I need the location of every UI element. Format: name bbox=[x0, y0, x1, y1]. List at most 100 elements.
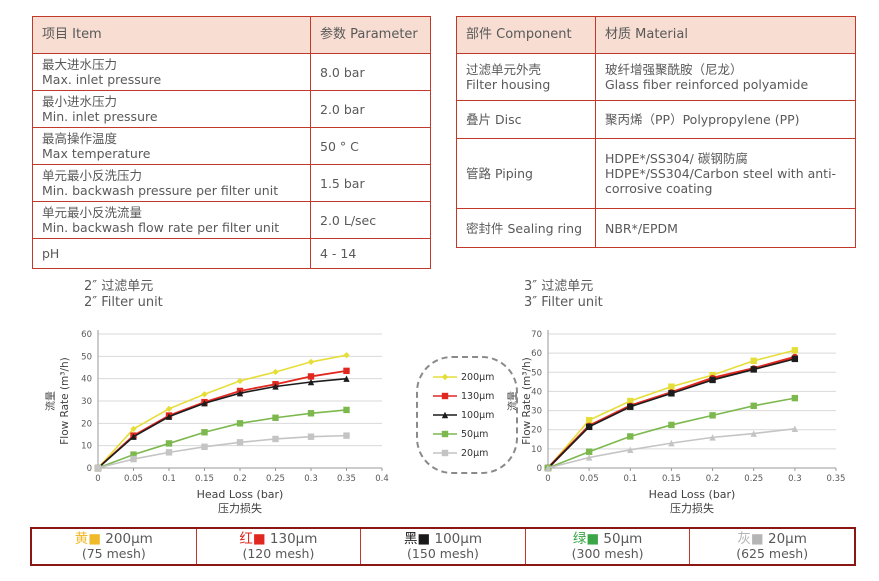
legend-marker-icon bbox=[433, 411, 457, 419]
svg-text:压力损失: 压力损失 bbox=[670, 501, 714, 515]
mesh-count-label: (150 mesh) bbox=[407, 546, 479, 562]
material-material-cell: 聚丙烯（PP）Polypropylene (PP) bbox=[595, 100, 856, 139]
mesh-legend-cell: 灰■ 20μm (625 mesh) bbox=[689, 529, 854, 564]
mesh-count-label: (75 mesh) bbox=[81, 546, 146, 562]
legend-item: 50μm bbox=[432, 425, 516, 444]
legend-item-label: 200μm bbox=[461, 371, 495, 383]
legend-item: 100μm bbox=[432, 406, 516, 425]
legend-item: 200μm bbox=[432, 368, 516, 387]
mesh-legend-cell: 黄■ 200μm (75 mesh) bbox=[32, 529, 196, 564]
material-component-cell: 密封件 Sealing ring bbox=[456, 208, 596, 248]
spec-table-row: 最高操作温度 Max temperature 50 ° C bbox=[32, 127, 431, 165]
mesh-color-swatch: 红■ bbox=[239, 530, 266, 547]
cell-line-zh: 最小进水压力 bbox=[42, 94, 118, 109]
cell-line-en: HDPE*/SS304/Carbon steel with anti-corro… bbox=[605, 166, 837, 196]
svg-text:0.1: 0.1 bbox=[162, 474, 176, 484]
svg-text:0.2: 0.2 bbox=[706, 474, 720, 484]
svg-text:0.05: 0.05 bbox=[580, 474, 599, 484]
svg-text:流量: 流量 bbox=[44, 391, 57, 411]
cell-line-zh: 最大进水压力 bbox=[42, 57, 118, 72]
mesh-color-and-size: 红■ 130μm bbox=[239, 530, 318, 548]
chart-legend: 200μm 130μm 100μm 50μm 20μm bbox=[416, 356, 518, 474]
cell-line-zh: 单元最小反洗流量 bbox=[42, 205, 143, 220]
legend-item-label: 50μm bbox=[461, 428, 489, 440]
material-material-cell: NBR*/EPDM bbox=[595, 208, 856, 248]
material-component-cell: 过滤单元外壳 Filter housing bbox=[456, 53, 596, 101]
svg-text:0: 0 bbox=[537, 464, 542, 474]
mesh-color-and-size: 黄■ 200μm bbox=[75, 530, 153, 548]
legend-marker-icon bbox=[433, 392, 457, 400]
material-table: 部件 Component 材质 Material 过滤单元外壳 Filter ho… bbox=[456, 16, 856, 248]
svg-text:Head Loss (bar): Head Loss (bar) bbox=[649, 488, 736, 501]
legend-item: 20μm bbox=[432, 444, 516, 463]
cell-line-zh: 密封件 Sealing ring bbox=[466, 220, 583, 236]
svg-text:30: 30 bbox=[531, 407, 542, 417]
svg-text:0.05: 0.05 bbox=[124, 474, 143, 484]
cell-line-zh: NBR*/EPDM bbox=[605, 220, 678, 236]
mesh-legend: 黄■ 200μm (75 mesh) 红■ 130μm (120 mesh) 黑■ 10… bbox=[30, 527, 856, 566]
chart-3inch-title-zh: 3″ 过滤单元 bbox=[524, 279, 594, 294]
cell-line-en: Min. inlet pressure bbox=[42, 109, 158, 124]
svg-text:20: 20 bbox=[531, 426, 542, 436]
cell-line-en: Filter housing bbox=[466, 77, 551, 92]
mesh-size-label: 50μm bbox=[599, 530, 643, 547]
spec-table-row: 单元最小反洗流量 Min. backwash flow rate per filt… bbox=[32, 201, 431, 239]
svg-text:30: 30 bbox=[81, 397, 92, 407]
material-material-cell: 玻纤增强聚酰胺（尼龙） Glass fiber reinforced polyam… bbox=[595, 53, 856, 101]
svg-text:40: 40 bbox=[531, 387, 542, 397]
mesh-count-label: (120 mesh) bbox=[242, 546, 315, 562]
mesh-color-and-size: 灰■ 20μm bbox=[737, 530, 806, 548]
svg-text:Head Loss (bar): Head Loss (bar) bbox=[197, 488, 284, 501]
chart-2inch: 0 10 20 30 40 50 60 0 0.05 0.1 0.15 0.2 0.25 0.3 0.35 0… bbox=[44, 330, 389, 515]
spec-table-row: 单元最小反洗压力 Min. backwash pressure per filte… bbox=[32, 164, 431, 202]
cell-line-zh: 叠片 Disc bbox=[466, 112, 522, 127]
spec-item-cell: 最小进水压力 Min. inlet pressure bbox=[32, 90, 311, 128]
cell-line-en: Min. backwash pressure per filter unit bbox=[42, 183, 279, 198]
svg-text:0.15: 0.15 bbox=[195, 474, 214, 484]
cell-line-en: Max temperature bbox=[42, 146, 151, 161]
svg-text:0.3: 0.3 bbox=[304, 474, 318, 484]
legend-marker-icon bbox=[433, 373, 457, 381]
material-material-cell: HDPE*/SS304/ 碳钢防腐 HDPE*/SS304/Carbon stee… bbox=[595, 138, 856, 209]
mesh-size-label: 100μm bbox=[430, 530, 483, 547]
spec-item-cell: pH bbox=[32, 238, 311, 269]
mesh-color-and-size: 黑■ 100μm bbox=[403, 530, 483, 548]
mesh-size-label: 130μm bbox=[265, 530, 318, 547]
material-table-header-material: 材质 Material bbox=[595, 16, 856, 54]
cell-line-en: Max. inlet pressure bbox=[42, 72, 162, 87]
mesh-legend-cell: 绿■ 50μm (300 mesh) bbox=[524, 529, 690, 564]
mesh-color-swatch: 灰■ bbox=[737, 530, 764, 547]
svg-text:40: 40 bbox=[81, 375, 92, 385]
material-component-cell: 管路 Piping bbox=[456, 138, 596, 209]
spec-item-cell: 单元最小反洗压力 Min. backwash pressure per filte… bbox=[32, 164, 311, 202]
cell-line-en: Glass fiber reinforced polyamide bbox=[605, 77, 809, 92]
mesh-legend-cell: 黑■ 100μm (150 mesh) bbox=[360, 529, 525, 564]
spec-value-cell: 2.0 L/sec bbox=[310, 201, 431, 239]
mesh-color-swatch: 绿■ bbox=[572, 530, 600, 547]
chart-3inch: 0 10 20 30 40 50 60 70 0 0.05 0.1 0.15 0.2 0.25 0.3 0.3… bbox=[506, 330, 846, 515]
spec-table: 项目 Item 参数 Parameter 最大进水压力 Max. inlet pr… bbox=[32, 16, 431, 269]
spec-value-cell: 4 - 14 bbox=[310, 238, 431, 269]
material-table-header-row: 部件 Component 材质 Material bbox=[456, 16, 856, 54]
svg-text:0.35: 0.35 bbox=[827, 474, 846, 484]
mesh-color-and-size: 绿■ 50μm bbox=[572, 530, 643, 548]
svg-text:0.3: 0.3 bbox=[788, 474, 802, 484]
svg-text:0: 0 bbox=[87, 464, 92, 474]
svg-text:0.25: 0.25 bbox=[266, 474, 285, 484]
cell-line-zh: 聚丙烯（PP）Polypropylene (PP) bbox=[605, 112, 800, 127]
spec-value-cell: 50 ° C bbox=[310, 127, 431, 165]
legend-item-label: 100μm bbox=[461, 409, 495, 421]
svg-text:10: 10 bbox=[81, 442, 92, 452]
material-component-cell: 叠片 Disc bbox=[456, 100, 596, 139]
mesh-size-label: 200μm bbox=[101, 530, 153, 547]
svg-text:20: 20 bbox=[81, 419, 92, 429]
material-table-row: 叠片 Disc 聚丙烯（PP）Polypropylene (PP) bbox=[456, 100, 856, 139]
svg-text:0.15: 0.15 bbox=[662, 474, 681, 484]
svg-text:50: 50 bbox=[531, 368, 542, 378]
svg-text:10: 10 bbox=[531, 445, 542, 455]
mesh-color-swatch: 黑■ bbox=[403, 530, 431, 547]
spec-table-row: 最大进水压力 Max. inlet pressure 8.0 bar bbox=[32, 53, 431, 91]
spec-item-cell: 最大进水压力 Max. inlet pressure bbox=[32, 53, 311, 91]
svg-text:60: 60 bbox=[81, 330, 92, 340]
